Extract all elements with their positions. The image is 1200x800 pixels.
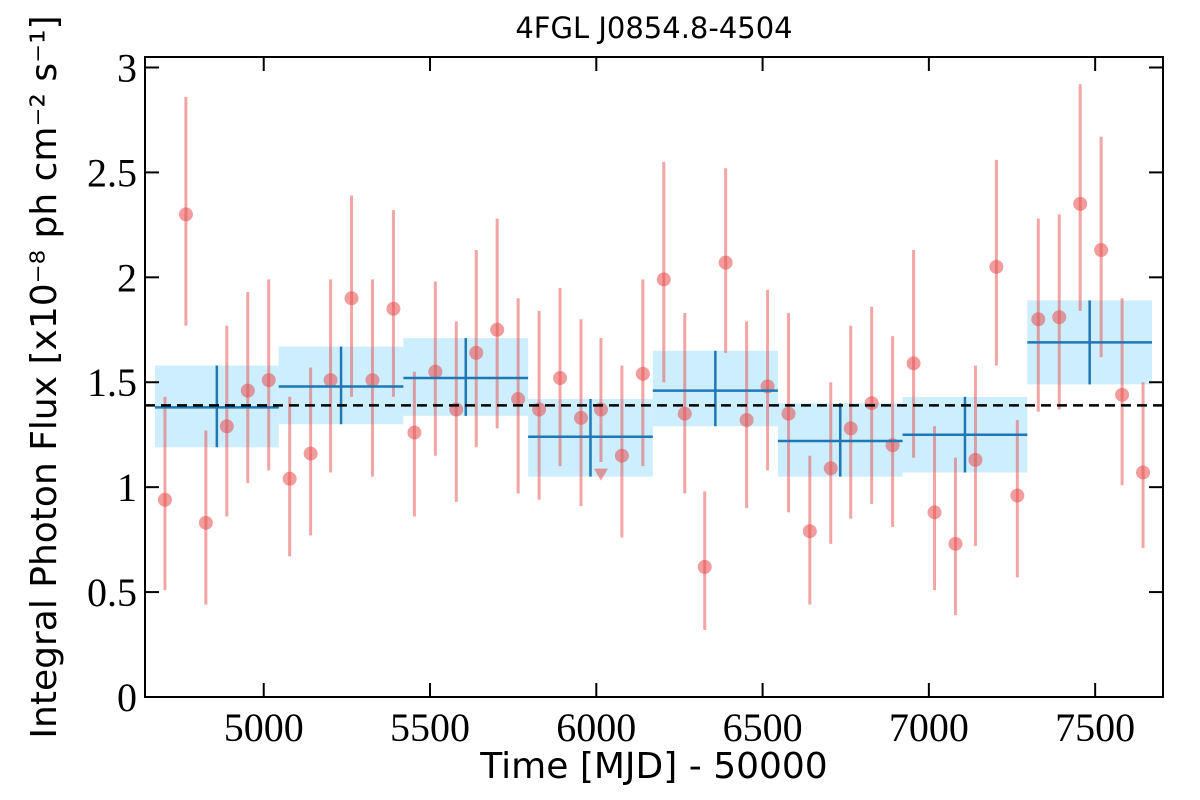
data-point (989, 259, 1004, 274)
y-tick-label: 1.5 (87, 360, 137, 405)
data-point (864, 396, 879, 411)
y-tick-label: 0.5 (87, 570, 137, 615)
data-point (240, 383, 255, 398)
x-tick-label: 7500 (1055, 705, 1135, 750)
data-point (219, 419, 234, 434)
x-tick-label: 6000 (556, 705, 636, 750)
y-tick-label: 2 (117, 255, 137, 300)
data-point (697, 559, 712, 574)
data-point (428, 364, 443, 379)
y-tick-label: 0 (117, 675, 137, 720)
data-point (968, 452, 983, 467)
data-point (843, 421, 858, 436)
data-point (948, 536, 963, 551)
data-point (1031, 312, 1046, 327)
data-point (906, 356, 921, 371)
data-point (323, 373, 338, 388)
data-point (407, 425, 422, 440)
data-point (1094, 243, 1109, 258)
data-point (635, 366, 650, 381)
data-point (718, 255, 733, 270)
data-point (344, 291, 359, 306)
data-point (1136, 465, 1151, 480)
data-point (677, 406, 692, 421)
data-point (282, 471, 297, 486)
data-point (614, 448, 629, 463)
data-point (490, 322, 505, 337)
chart-title: 4FGL J0854.8-4504 (515, 11, 792, 45)
data-point (927, 505, 942, 520)
data-point (303, 446, 318, 461)
data-point (802, 524, 817, 539)
x-tick-label: 6500 (723, 705, 803, 750)
data-point (511, 392, 526, 407)
y-tick-label: 2.5 (87, 150, 137, 195)
data-point (1073, 196, 1088, 211)
data-point (365, 373, 380, 388)
data-point (823, 461, 838, 476)
x-tick-label: 7000 (889, 705, 969, 750)
x-tick-label: 5000 (224, 705, 304, 750)
data-point (739, 413, 754, 428)
data-point (553, 371, 568, 386)
data-point (1115, 387, 1130, 402)
data-point (386, 301, 401, 316)
data-point (781, 406, 796, 421)
upper-limit (593, 468, 608, 481)
data-point (261, 373, 276, 388)
data-point (1010, 488, 1025, 503)
x-tick-label: 5500 (390, 705, 470, 750)
data-point (574, 410, 589, 425)
data-point (157, 492, 172, 507)
data-point (1052, 310, 1067, 325)
data-point (469, 345, 484, 360)
x-axis-label: Time [MJD] - 50000 (479, 746, 827, 787)
data-point (198, 515, 213, 530)
data-point (178, 207, 193, 222)
data-point (656, 272, 671, 287)
y-tick-label: 1 (117, 465, 137, 510)
plot-frame (144, 56, 1164, 698)
y-axis-label: Integral Photon Flux [x10⁻⁸ ph cm⁻² s⁻¹] (24, 15, 65, 738)
y-tick-label: 3 (117, 45, 137, 90)
